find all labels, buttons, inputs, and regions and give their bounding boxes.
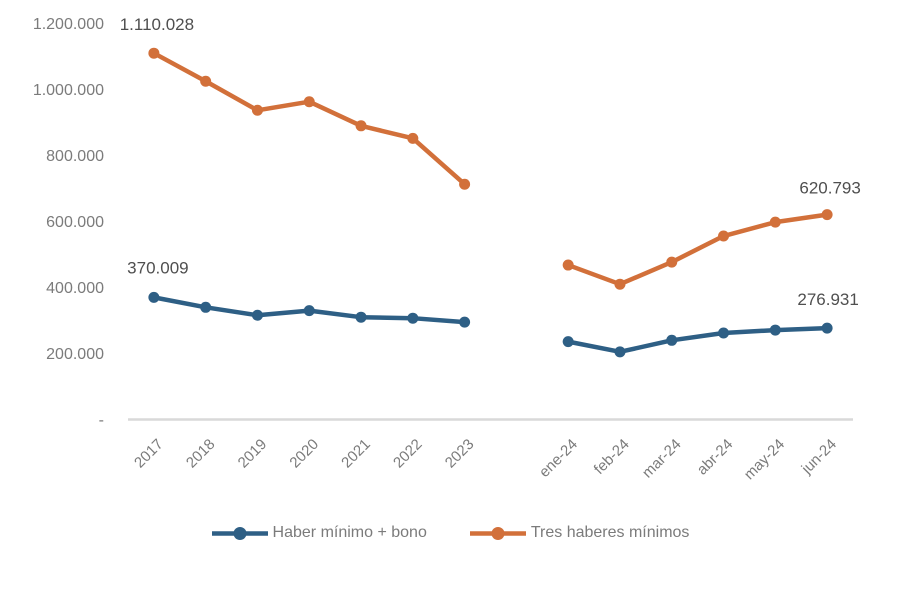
data-point-marker: [666, 256, 678, 268]
data-point-marker: [251, 309, 263, 321]
y-axis-tick-label: 800.000: [46, 148, 104, 165]
x-axis-tick-label: mar-24: [639, 436, 685, 482]
data-point-label: 276.931: [797, 290, 858, 309]
y-axis-tick-label: 200.000: [46, 346, 104, 363]
legend-marker-orange-line-icon: [469, 526, 526, 540]
line-chart-plot-area: - 200.000 400.000 600.000 800.000 1.000.000 1.…: [33, 15, 861, 483]
x-axis-tick-label: ene-24: [536, 436, 581, 481]
x-axis-tick-label: 2021: [338, 436, 374, 472]
data-point-marker: [459, 316, 471, 328]
legend-label-tres-haberes-minimos: Tres haberes mínimos: [530, 524, 690, 541]
y-axis-tick-label: 1.000.000: [33, 82, 104, 99]
data-point-marker: [459, 178, 471, 190]
data-point-marker: [407, 132, 419, 144]
data-point-marker: [148, 47, 160, 59]
data-point-marker: [614, 278, 626, 290]
x-axis-tick-label: 2022: [390, 436, 426, 472]
data-point-marker: [769, 324, 781, 336]
data-point-marker: [562, 336, 574, 348]
data-point-marker: [355, 120, 367, 132]
x-axis-tick-label: 2018: [183, 436, 219, 472]
data-point-marker: [355, 311, 367, 323]
series-line: [565, 212, 830, 287]
x-axis-tick-label: feb-24: [591, 436, 633, 478]
x-axis-tick-label: 2020: [286, 436, 322, 472]
data-point-marker: [148, 291, 160, 303]
data-point-marker: [251, 104, 263, 116]
x-axis-tick-label: 2023: [442, 436, 478, 472]
data-point-marker: [303, 96, 315, 108]
y-axis-tick-label: -: [99, 412, 104, 429]
series-line: [565, 325, 830, 355]
legend-item-tres-haberes-minimos: Tres haberes mínimos: [469, 520, 690, 546]
data-point-marker: [666, 334, 678, 346]
data-point-marker: [614, 346, 626, 358]
data-point-marker: [718, 327, 730, 339]
chart-legend: Haber mínimo + bono Tres haberes mínimos: [0, 520, 900, 546]
y-axis-tick-label: 400.000: [46, 280, 104, 297]
x-axis-tick-label: 2017: [131, 436, 167, 472]
y-axis-tick-label: 600.000: [46, 214, 104, 231]
y-axis-tick-label: 1.200.000: [33, 16, 104, 33]
data-point-marker: [562, 259, 574, 271]
data-point-marker: [821, 209, 833, 221]
data-point-marker: [769, 216, 781, 228]
data-point-marker: [407, 312, 419, 324]
series-line: [151, 50, 467, 187]
data-point-marker: [200, 301, 212, 313]
x-axis-tick-label: 2019: [235, 436, 271, 472]
data-point-marker: [821, 322, 833, 334]
x-axis-tick-label: may-24: [741, 436, 788, 483]
legend-label-haber-minimo-bono: Haber mínimo + bono: [272, 524, 427, 541]
data-point-marker: [200, 75, 212, 87]
legend-marker-blue-line-icon: [211, 526, 268, 540]
x-axis-tick-label: jun-24: [798, 436, 840, 478]
legend-item-haber-minimo-bono: Haber mínimo + bono: [211, 520, 427, 546]
data-point-marker: [718, 230, 730, 242]
data-point-label: 1.110.028: [120, 15, 194, 34]
data-point-marker: [303, 305, 315, 317]
data-point-label: 620.793: [799, 179, 860, 198]
x-axis-tick-label: abr-24: [694, 436, 737, 479]
data-point-label: 370.009: [127, 258, 188, 277]
